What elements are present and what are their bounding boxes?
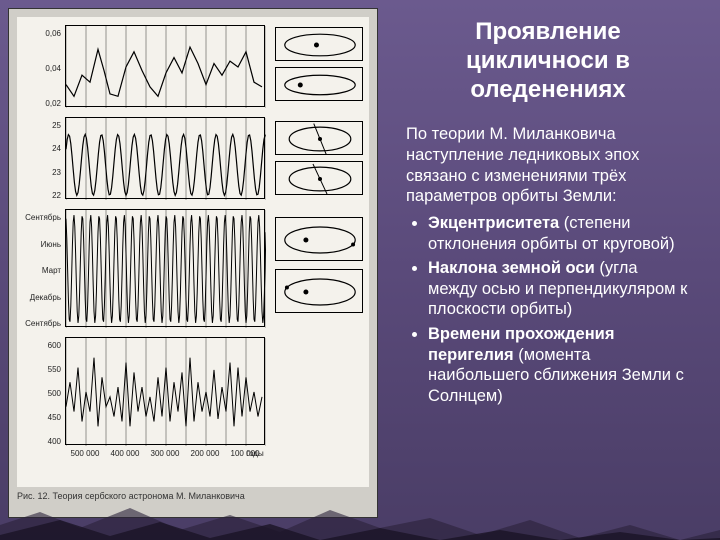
ytick-label: 23 [25,168,61,177]
orbit-obl-high [275,161,363,195]
chart-eccentricity [65,25,265,107]
figure-caption: Рис. 12. Теория сербского астронома М. М… [17,491,369,501]
ytick-label: 400 [25,437,61,446]
bullet-item: Времени прохождения перигелия (момента н… [428,324,690,407]
ytick-label: Март [25,266,61,275]
bullet-item: Наклона земной оси (угла между осью и пе… [428,258,690,320]
ytick-label: 24 [25,144,61,153]
chart-obliquity [65,117,265,199]
slide-title: Проявление цикличноси в оледенениях [406,18,690,104]
ytick-label: 0,06 [25,29,61,38]
ytick-label: Сентябрь [25,213,61,222]
orbit-ecc-high [275,67,363,101]
ytick-label: 550 [25,365,61,374]
bullet-bold: Наклона земной оси [428,259,595,277]
text-panel: Проявление цикличноси в оледенениях По т… [378,8,700,520]
xtick-label: 400 000 [105,449,145,458]
orbit-peri-a [275,217,363,261]
bullet-list: Экцентриситета (степени отклонения орбит… [406,213,690,407]
chart-insolation [65,337,265,445]
ytick-label: 500 [25,389,61,398]
xtick-label: 500 000 [65,449,105,458]
ytick-label: 0,02 [25,99,61,108]
xaxis-label: годы [235,449,275,458]
ytick-label: Сентябрь [25,319,61,328]
bullet-item: Экцентриситета (степени отклонения орбит… [428,213,690,254]
ytick-label: Июнь [25,240,61,249]
ytick-label: 0,04 [25,64,61,73]
bullet-bold: Экцентриситета [428,214,559,232]
intro-text: По теории М. Миланковича наступление лед… [406,124,690,207]
xtick-label: 300 000 [145,449,185,458]
ytick-label: Декабрь [25,293,61,302]
slide-container: 0,06 0,04 0,02 25 24 23 22 Сентябрь Июнь Март Дека… [0,0,720,540]
figure-panel: 0,06 0,04 0,02 25 24 23 22 Сентябрь Июнь Март Дека… [8,8,378,518]
chart-perihelion [65,209,265,327]
orbit-ecc-low [275,27,363,61]
orbit-obl-low [275,121,363,155]
ytick-label: 600 [25,341,61,350]
ytick-label: 25 [25,121,61,130]
chart-area: 0,06 0,04 0,02 25 24 23 22 Сентябрь Июнь Март Дека… [17,17,369,487]
orbit-peri-b [275,269,363,313]
xtick-label: 200 000 [185,449,225,458]
ytick-label: 22 [25,191,61,200]
ytick-label: 450 [25,413,61,422]
